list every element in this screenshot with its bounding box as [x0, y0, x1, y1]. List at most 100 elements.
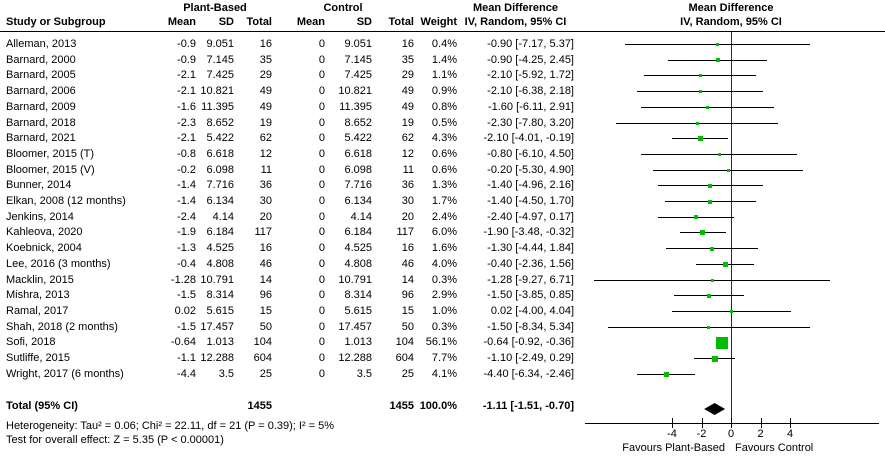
ctrl-mean: 0 [318, 336, 325, 349]
ctrl-mean: 0 [318, 257, 325, 270]
ctrl-mean: 0 [318, 352, 325, 364]
axis-label-favours-plant-based: Favours Plant-Based [622, 442, 725, 454]
study-name: Barnard, 2021 [6, 132, 76, 145]
ctrl-mean: 0 [318, 100, 325, 113]
study-md-ci-text: -1.90 [-3.48, -0.32] [483, 226, 575, 239]
group-header-control: Control [323, 2, 363, 14]
effect-square [708, 183, 713, 188]
pb-sd: 8.314 [206, 289, 234, 302]
effect-square [716, 43, 720, 46]
study-weight: 1.6% [431, 242, 457, 255]
study-weight: 0.3% [431, 273, 457, 286]
study-name: Barnard, 2000 [6, 53, 76, 66]
ctrl-sd: 17.457 [338, 320, 372, 333]
study-name: Kahleova, 2020 [6, 226, 83, 239]
pb-mean: -2.1 [177, 69, 196, 82]
pb-total: 16 [259, 242, 272, 255]
study-weight: 0.5% [431, 116, 457, 129]
ctrl-total: 62 [401, 132, 414, 145]
pb-mean: -1.3 [177, 242, 196, 255]
ctrl-mean: 0 [318, 289, 325, 302]
effect-square [707, 325, 711, 329]
pb-total: 25 [259, 367, 272, 380]
study-md-ci-text: 0.02 [-4.00, 4.04] [490, 304, 574, 317]
study-name: Alleman, 2013 [6, 38, 77, 50]
ctrl-sd: 3.5 [356, 367, 372, 380]
pb-sd: 4.808 [206, 257, 234, 270]
ctrl-total: 604 [395, 352, 414, 364]
study-row: Koebnick, 2004 -1.3 4.525 16 0 4.525 16 … [0, 241, 586, 255]
ctrl-total: 11 [402, 163, 414, 176]
ctrl-mean: 0 [318, 179, 325, 192]
ctrl-mean: 0 [318, 53, 325, 66]
header-separator-line [0, 31, 885, 32]
pb-sd: 7.145 [206, 53, 234, 66]
col-header-ctrl-total: Total [388, 16, 414, 28]
study-md-ci-text: -0.20 [-5.30, 4.90] [487, 163, 574, 176]
study-weight: 6.0% [431, 226, 457, 239]
pb-mean: -0.8 [177, 147, 196, 160]
ctrl-total: 20 [401, 210, 414, 223]
plot-header-md-ci: IV, Random, 95% CI [680, 16, 782, 28]
study-row: Bloomer, 2015 (V) -0.2 6.098 11 0 6.098 … [0, 163, 586, 177]
study-name: Jenkins, 2014 [6, 210, 74, 223]
pb-total: 12 [259, 147, 272, 160]
ctrl-total: 15 [401, 304, 414, 317]
effect-square [715, 58, 720, 63]
effect-square [726, 168, 730, 172]
study-row: Jenkins, 2014 -2.4 4.14 20 0 4.14 20 2.4… [0, 210, 586, 224]
pb-sd: 8.652 [206, 116, 234, 129]
study-weight: 0.4% [431, 38, 457, 50]
pb-total: 15 [259, 304, 272, 317]
pb-sd: 4.525 [206, 242, 234, 255]
axis-tick [672, 418, 673, 428]
pb-mean: -2.4 [177, 210, 196, 223]
effect-square [693, 215, 698, 220]
study-name: Macklin, 2015 [6, 273, 74, 286]
pb-sd: 12.288 [200, 352, 234, 364]
study-name: Barnard, 2009 [6, 100, 76, 113]
ctrl-total: 50 [401, 320, 414, 333]
ctrl-mean: 0 [318, 116, 325, 129]
pb-mean: -1.4 [177, 195, 196, 207]
ctrl-mean: 0 [318, 195, 325, 207]
study-md-ci-text: -0.90 [-4.25, 2.45] [487, 53, 574, 66]
pb-mean: 0.02 [174, 304, 196, 317]
effect-square [698, 74, 702, 78]
ctrl-sd: 12.288 [338, 352, 372, 364]
study-row: Barnard, 2018 -2.3 8.652 19 0 8.652 19 0… [0, 116, 586, 130]
study-weight: 0.6% [431, 147, 457, 160]
axis-tick [760, 418, 762, 428]
study-md-ci-text: -1.28 [-9.27, 6.71] [487, 273, 574, 286]
study-row: Barnard, 2005 -2.1 7.425 29 0 7.425 29 1… [0, 68, 586, 82]
study-weight: 0.3% [431, 320, 457, 333]
pb-total: 49 [259, 85, 272, 98]
study-name: Bloomer, 2015 (V) [6, 163, 95, 176]
study-weight: 7.7% [431, 352, 457, 364]
pb-mean: -0.9 [177, 38, 196, 50]
study-row: Barnard, 2000 -0.9 7.145 35 0 7.145 35 1… [0, 53, 586, 67]
study-md-ci-text: -4.40 [-6.34, -2.46] [483, 367, 575, 380]
axis-tick [731, 418, 732, 428]
ctrl-total: 30 [401, 195, 414, 207]
study-weight: 2.9% [431, 289, 457, 302]
axis-tick-label: -2 [696, 428, 707, 440]
study-md-ci-text: -0.40 [-2.36, 1.56] [487, 257, 574, 270]
ctrl-mean: 0 [318, 85, 325, 98]
pb-mean: -1.9 [177, 226, 196, 239]
pb-total: 117 [254, 226, 272, 239]
pb-mean: -1.5 [177, 289, 196, 302]
axis-tick-label: 4 [786, 428, 794, 440]
study-row: Macklin, 2015 -1.28 10.791 14 0 10.791 1… [0, 273, 586, 287]
study-name: Mishra, 2013 [6, 289, 70, 302]
study-md-ci-text: -0.80 [-6.10, 4.50] [487, 147, 574, 160]
col-header-ctrl-mean: Mean [296, 16, 325, 28]
axis-tick-label: -4 [667, 428, 677, 440]
ctrl-total: 117 [396, 226, 414, 239]
study-row: Ramal, 2017 0.02 5.615 15 0 5.615 15 1.0… [0, 304, 586, 318]
ctrl-sd: 8.652 [344, 116, 372, 129]
study-md-ci-text: -1.30 [-4.44, 1.84] [487, 242, 574, 255]
pb-sd: 7.716 [206, 179, 234, 192]
col-header-pb-total: Total [246, 16, 272, 28]
